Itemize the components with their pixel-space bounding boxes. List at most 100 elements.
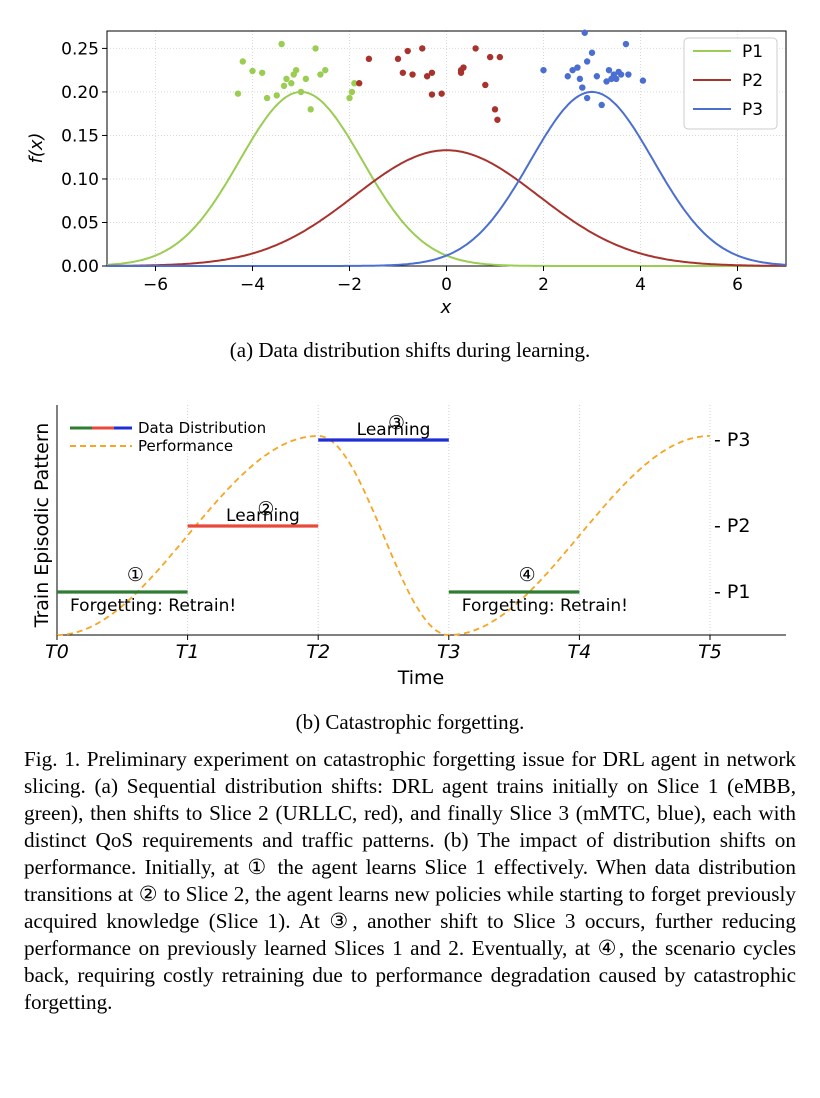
scatter-point-p2 bbox=[394, 55, 402, 63]
chart-a-xtick-label: 4 bbox=[635, 275, 646, 295]
scatter-point-p1 bbox=[307, 106, 314, 113]
scatter-point-p3 bbox=[576, 75, 584, 83]
scatter-point-p3 bbox=[564, 73, 571, 80]
annotation-text-2: Learning bbox=[226, 506, 300, 526]
scatter-point-p3 bbox=[581, 29, 588, 36]
scatter-point-p2 bbox=[428, 91, 436, 98]
chart-b-xtick-label: T5 bbox=[698, 641, 722, 663]
scatter-point-p3 bbox=[583, 58, 591, 65]
legend-label-p1: P1 bbox=[742, 42, 763, 62]
scatter-point-p1 bbox=[312, 45, 319, 52]
chart-a-ytick-label: 0.00 bbox=[61, 257, 99, 277]
scatter-point-p2 bbox=[491, 106, 499, 113]
annotation-symbol-2: ② bbox=[257, 498, 274, 520]
chart-a-xtick-label: 0 bbox=[441, 275, 452, 295]
scatter-point-p2 bbox=[494, 116, 501, 123]
scatter-point-p2 bbox=[482, 81, 489, 89]
scatter-point-p2 bbox=[404, 47, 411, 55]
scatter-point-p1 bbox=[351, 80, 358, 87]
chart-b-xtick-label: T4 bbox=[568, 641, 592, 663]
caption-b: (b) Catastrophic forgetting. bbox=[295, 710, 525, 734]
chart-b-legend: Data Distribution Performance bbox=[70, 419, 266, 455]
scatter-point-p3 bbox=[625, 71, 632, 78]
scatter-point-p1 bbox=[288, 80, 295, 87]
scatter-point-p1 bbox=[283, 75, 290, 83]
scatter-point-p3 bbox=[588, 49, 596, 56]
annotation-text-3: Learning bbox=[357, 420, 431, 440]
scatter-point-p1 bbox=[280, 82, 288, 90]
chart-b-x-axis-label: Time bbox=[397, 667, 445, 689]
scatter-point-p2 bbox=[365, 55, 373, 63]
chart-b-x-ticks: T0 T1 T2 T3 T4 T5 bbox=[45, 635, 722, 663]
chart-a-x-axis-label: x bbox=[440, 297, 452, 318]
chart-a-ytick-label: 0.10 bbox=[61, 170, 99, 190]
annotation-symbol-4: ④ bbox=[519, 564, 536, 586]
scatter-point-p1 bbox=[234, 90, 242, 97]
chart-b-xtick-label: T0 bbox=[45, 641, 69, 663]
scatter-point-p1 bbox=[297, 88, 305, 96]
scatter-point-p2 bbox=[399, 69, 407, 76]
scatter-point-p2 bbox=[457, 66, 465, 74]
chart-b-ytick-label-p2: - P2 bbox=[714, 515, 750, 537]
scatter-point-p1 bbox=[322, 66, 329, 74]
annotation-text-4: Forgetting: Retrain! bbox=[462, 596, 628, 616]
annotation-symbol-3: ③ bbox=[388, 412, 405, 434]
chart-a-xtick-label: −6 bbox=[143, 275, 168, 295]
scatter-point-p2 bbox=[438, 90, 445, 97]
caption-a: (a) Data distribution shifts during lear… bbox=[229, 338, 591, 362]
performance-curve bbox=[57, 435, 710, 636]
scatter-point-p2 bbox=[486, 53, 494, 61]
chart-b-catastrophic-forgetting: T0 T1 T2 T3 T4 T5 - P1 - P2 - P3 ① Forgetting: R… bbox=[31, 405, 786, 689]
scatter-point-p1 bbox=[278, 40, 285, 48]
scatter-point-p2 bbox=[356, 80, 363, 87]
chart-a-legend-box bbox=[683, 37, 778, 130]
legend-label-p2: P2 bbox=[742, 71, 763, 91]
chart-b-segments bbox=[57, 438, 580, 594]
chart-b-performance bbox=[57, 435, 710, 636]
chart-b-xtick-label: T1 bbox=[176, 641, 200, 663]
chart-b-y-axis-label: Train Episodic Pattern bbox=[31, 423, 53, 629]
scatter-point-p1 bbox=[346, 94, 353, 102]
chart-b-xtick-label: T3 bbox=[437, 641, 461, 663]
scatter-point-p3 bbox=[579, 84, 586, 91]
scatter-point-p3 bbox=[540, 66, 547, 74]
scatter-point-p3 bbox=[639, 77, 647, 84]
chart-a-scatter bbox=[234, 29, 647, 123]
scatter-point-p2 bbox=[496, 53, 504, 61]
scatter-point-p3 bbox=[622, 40, 630, 48]
chart-a-curves bbox=[106, 90, 787, 267]
annotation-text-1: Forgetting: Retrain! bbox=[70, 596, 236, 616]
scatter-point-p3 bbox=[583, 94, 591, 102]
chart-a-xtick-label: −2 bbox=[337, 275, 362, 295]
scatter-point-p1 bbox=[259, 69, 266, 76]
legend-label-performance: Performance bbox=[138, 437, 233, 455]
curve-p2 bbox=[107, 149, 786, 267]
chart-a-xtick-label: 2 bbox=[538, 275, 549, 295]
scatter-point-p3 bbox=[593, 73, 601, 80]
scatter-point-p1 bbox=[302, 75, 310, 83]
figure-caption: Fig. 1. Preliminary experiment on catast… bbox=[24, 747, 796, 1014]
chart-a-y-axis-label: f(x) bbox=[26, 132, 47, 163]
scatter-point-p3 bbox=[617, 71, 625, 78]
scatter-point-p1 bbox=[273, 92, 280, 99]
chart-a-legend: P1 P2 P3 bbox=[683, 37, 778, 130]
scatter-point-p3 bbox=[574, 64, 581, 71]
scatter-point-p3 bbox=[605, 66, 613, 74]
annotation-symbol-1: ① bbox=[127, 564, 144, 586]
scatter-point-p1 bbox=[348, 88, 356, 96]
chart-b-xtick-label: T2 bbox=[306, 641, 330, 663]
chart-a-distribution-shifts: −6 −4 −2 0 2 4 6 0.00 0.05 0.10 0.15 0.20 0.25 x f(… bbox=[26, 29, 787, 318]
chart-a-ytick-label: 0.05 bbox=[61, 213, 99, 233]
scatter-point-p2 bbox=[428, 69, 436, 76]
scatter-point-p3 bbox=[569, 66, 576, 74]
chart-a-x-ticks: −6 −4 −2 0 2 4 6 bbox=[143, 266, 743, 295]
legend-label-data-distribution: Data Distribution bbox=[138, 419, 266, 437]
chart-b-ytick-label-p3: - P3 bbox=[714, 429, 750, 451]
scatter-point-p3 bbox=[613, 75, 620, 83]
scatter-point-p2 bbox=[419, 45, 426, 52]
scatter-point-p1 bbox=[317, 71, 324, 78]
scatter-point-p3 bbox=[598, 101, 605, 109]
chart-a-y-ticks: 0.00 0.05 0.10 0.15 0.20 0.25 bbox=[61, 39, 107, 277]
